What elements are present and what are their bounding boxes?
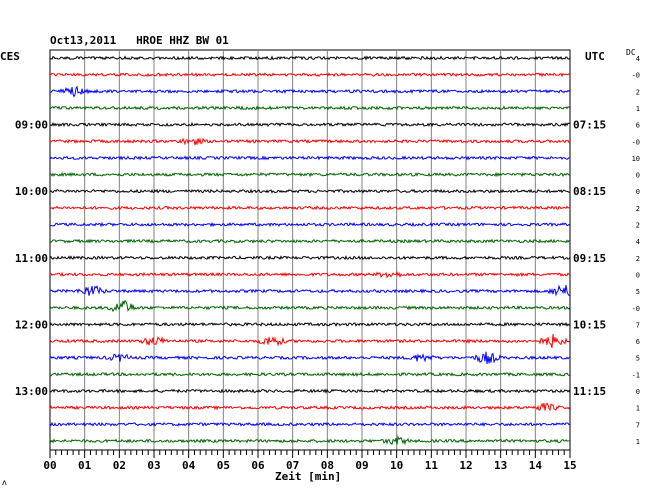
right-time-label: 07:15 [573, 119, 606, 132]
x-tick-label: 08 [321, 459, 334, 472]
dc-offset-label: -1 [632, 371, 640, 379]
x-axis-label: Zeit [min] [275, 470, 342, 483]
dc-offset-label: -0 [632, 72, 640, 80]
x-tick-label: 04 [182, 459, 196, 472]
dc-offset-label: 0 [636, 172, 640, 180]
seismic-trace-20 [49, 388, 571, 394]
dc-offset-label: 5 [636, 355, 640, 363]
seismic-trace-6 [49, 155, 571, 161]
dc-header-label: DC [626, 48, 636, 57]
right-time-label: 10:15 [573, 318, 606, 331]
dc-offset-label: 6 [636, 338, 640, 346]
seismic-trace-3 [49, 105, 571, 111]
right-timezone-label: UTC [585, 50, 605, 63]
seismic-trace-17 [49, 334, 571, 348]
right-time-label: 09:15 [573, 252, 606, 265]
seismic-trace-7 [49, 171, 571, 178]
x-tick-label: 12 [459, 459, 472, 472]
x-tick-label: 00 [43, 459, 56, 472]
dc-offset-label: -0 [632, 305, 640, 313]
dc-offset-label: 4 [636, 238, 640, 246]
left-time-label: 10:00 [15, 185, 48, 198]
seismic-trace-18 [49, 351, 571, 365]
x-tick-label: 03 [147, 459, 160, 472]
seismic-trace-0 [49, 55, 571, 61]
x-tick-label: 05 [217, 459, 230, 472]
x-tick-label: 02 [113, 459, 126, 472]
seismic-trace-23 [49, 434, 571, 446]
seismic-trace-12 [49, 255, 571, 261]
plot-frame [49, 49, 571, 451]
x-tick-label: 13 [494, 459, 507, 472]
left-time-label: 11:00 [15, 252, 48, 265]
x-tick-label: 15 [563, 459, 576, 472]
left-timezone-label: CES [0, 50, 20, 63]
dc-offset-label: 7 [636, 321, 640, 329]
dc-offset-label: 1 [636, 438, 640, 446]
dc-offset-label: 2 [636, 88, 640, 96]
seismic-trace-1 [49, 72, 571, 78]
seismic-trace-5 [49, 137, 571, 146]
dc-offset-label: 2 [636, 255, 640, 263]
right-time-label: 08:15 [573, 185, 606, 198]
seismic-trace-11 [49, 238, 571, 244]
dc-offset-label: 0 [636, 388, 640, 396]
seismic-trace-14 [49, 284, 570, 297]
seismic-trace-4 [49, 121, 571, 128]
axis-layer [49, 449, 571, 458]
dc-offset-label: 7 [636, 421, 640, 429]
chart-title: Oct13,2011 HROE HHZ BW 01 [50, 34, 229, 47]
x-tick-label: 11 [425, 459, 439, 472]
dc-offset-label: 10 [632, 155, 640, 163]
left-time-label: 13:00 [15, 385, 48, 398]
seismic-trace-22 [49, 421, 571, 427]
seismic-trace-8 [49, 188, 571, 194]
dc-offset-label: 2 [636, 205, 640, 213]
left-time-label: 12:00 [15, 318, 48, 331]
dc-offset-label: 5 [636, 288, 640, 296]
seismic-trace-21 [49, 402, 571, 412]
seismic-trace-10 [49, 221, 571, 228]
grid-layer [49, 49, 571, 451]
dc-offset-label: 1 [636, 105, 640, 113]
right-time-label: 11:15 [573, 385, 606, 398]
dc-offset-label: 1 [636, 405, 640, 413]
dc-offset-label: 4 [636, 55, 640, 63]
trace-layer [49, 55, 571, 446]
dc-offset-label: 0 [636, 188, 640, 196]
x-tick-label: 07 [286, 459, 299, 472]
label-layer: 4-0216-01000224205-0765-1017109:0010:001… [15, 55, 640, 472]
dc-offset-label: 6 [636, 122, 640, 130]
seismic-trace-13 [49, 271, 571, 279]
seismic-trace-19 [49, 371, 571, 377]
seismic-trace-15 [49, 299, 571, 313]
dc-offset-label: 0 [636, 271, 640, 279]
seismic-trace-16 [49, 321, 571, 328]
x-tick-label: 09 [355, 459, 368, 472]
dc-offset-label: -0 [632, 138, 640, 146]
seismic-trace-2 [49, 85, 571, 98]
x-tick-label: 14 [529, 459, 543, 472]
x-tick-label: 01 [78, 459, 92, 472]
x-tick-label: 10 [390, 459, 403, 472]
x-tick-label: 06 [251, 459, 265, 472]
dc-offset-label: 2 [636, 222, 640, 230]
footer-mark: ʌ [2, 478, 7, 487]
left-time-label: 09:00 [15, 119, 48, 132]
seismic-trace-9 [49, 205, 571, 211]
